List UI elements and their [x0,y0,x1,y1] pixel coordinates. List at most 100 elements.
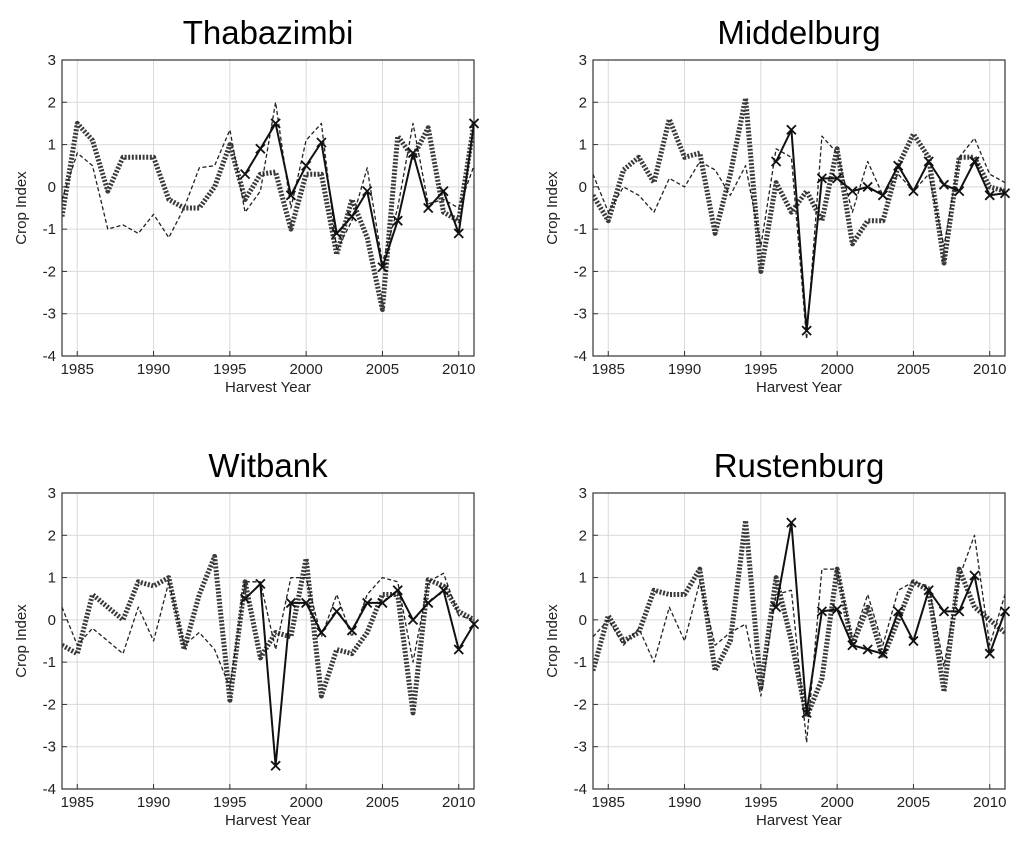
y-tick-label: 3 [48,52,56,69]
y-tick-label: 0 [579,612,587,629]
series-marker-x [893,160,904,171]
y-tick-label: -1 [574,221,587,238]
series-marker-x [954,606,965,617]
y-tick-label: -3 [574,306,587,323]
series-marker-x [453,644,464,655]
series-line-heavy-dotted [62,553,474,716]
series-marker-x [786,124,797,135]
x-tick-label: 1995 [744,794,777,811]
series-marker-x [908,185,919,197]
series-marker-x [301,160,312,171]
y-tick-label: -2 [43,263,56,280]
y-axis-label: Crop Index [13,171,30,245]
x-tick-label: 1985 [61,361,94,378]
y-tick-label: 1 [579,570,587,587]
x-tick-label: 2005 [366,794,399,811]
y-tick-label: -3 [43,739,56,756]
series-marker-x [285,597,297,609]
series-marker-x [285,190,297,201]
chart-title: Witbank [208,447,328,484]
x-tick-label: 1990 [137,361,170,378]
panel-witbank: 1985 1990 1995 2000 2005 2010 -4 -3 -2 -1 0 1 2 3 Harv… [13,447,480,829]
series-marker-x [816,606,828,617]
x-tick-label: 1990 [668,794,701,811]
y-tick-label: -3 [43,306,56,323]
x-tick-label: 1995 [744,361,777,378]
y-tick-label: 1 [579,137,587,154]
x-axis-label: Harvest Year [225,812,311,829]
plot-area [62,60,474,356]
x-tick-label: 1995 [213,361,246,378]
series-group [593,518,1005,744]
y-tick-label: 0 [579,179,587,196]
series-marker-x [969,156,980,167]
plot-area [593,60,1005,356]
y-tick-label: 0 [48,612,56,629]
y-tick-label: 3 [48,485,56,502]
series-marker-x [423,597,434,609]
series-marker-x [770,602,782,613]
series-marker-x [239,593,251,604]
series-line-solid [244,582,474,767]
series-marker-x [893,606,904,617]
series-marker-x [255,143,266,154]
y-tick-label: -4 [43,348,56,365]
series-marker-x [938,606,950,617]
y-tick-label: -2 [574,263,587,280]
series-marker-x [847,185,858,197]
x-tick-label: 2010 [973,361,1006,378]
series-marker-x [847,640,858,651]
y-tick-label: -3 [574,739,587,756]
series-marker-x [255,578,266,590]
series-marker-x [362,185,373,197]
panel-thabazimbi: 1985 1990 1995 2000 2005 2010 -4 -3 -2 -1 0 1 2 3 Harv… [13,14,480,396]
x-tick-label: 2010 [973,794,1006,811]
series-marker-x [816,173,828,184]
series-marker-x [453,228,464,239]
series-marker-x [407,147,419,159]
series-marker-x [923,585,934,596]
series-line-heavy-dotted [62,120,474,312]
y-tick-label: 1 [48,570,56,587]
series-line-heavy-dotted [593,518,1005,720]
y-tick-label: -4 [43,781,56,798]
series-marker-x [377,597,388,609]
x-axis-label: Harvest Year [225,379,311,396]
x-tick-label: 1990 [137,794,170,811]
series-marker-x [468,118,480,129]
x-tick-label: 2010 [442,794,475,811]
series-marker-x [908,635,919,647]
panel-middelburg: 1985 1990 1995 2000 2005 2010 -4 -3 -2 -1 0 1 2 3 Harv… [544,14,1011,396]
series-marker-x [999,606,1011,617]
y-tick-label: -1 [574,654,587,671]
x-tick-label: 2000 [820,361,853,378]
series-marker-x [392,585,403,596]
series-marker-x [316,137,327,148]
x-tick-label: 2000 [289,361,322,378]
series-marker-x [801,707,812,719]
y-tick-label: -4 [574,348,587,365]
y-axis-label: Crop Index [13,604,30,678]
series-marker-x [316,627,327,638]
series-group [593,95,1005,340]
x-axis-label: Harvest Year [756,812,842,829]
y-axis-label: Crop Index [544,604,561,678]
series-group [62,553,474,767]
x-tick-label: 1995 [213,794,246,811]
series-marker-x [862,644,873,655]
series-line-solid [775,128,1005,332]
series-marker-x [862,181,873,192]
series-marker-x [407,614,419,625]
series-marker-x [392,215,403,226]
y-tick-label: 0 [48,179,56,196]
series-line-solid [244,122,474,269]
series-marker-x [346,211,358,222]
x-tick-label: 2005 [897,794,930,811]
y-tick-label: 3 [579,485,587,502]
y-tick-label: 2 [579,527,587,544]
series-marker-x [468,618,480,630]
series-marker-x [984,190,995,201]
x-tick-label: 1985 [592,361,625,378]
x-tick-label: 2010 [442,361,475,378]
x-tick-label: 1985 [61,794,94,811]
